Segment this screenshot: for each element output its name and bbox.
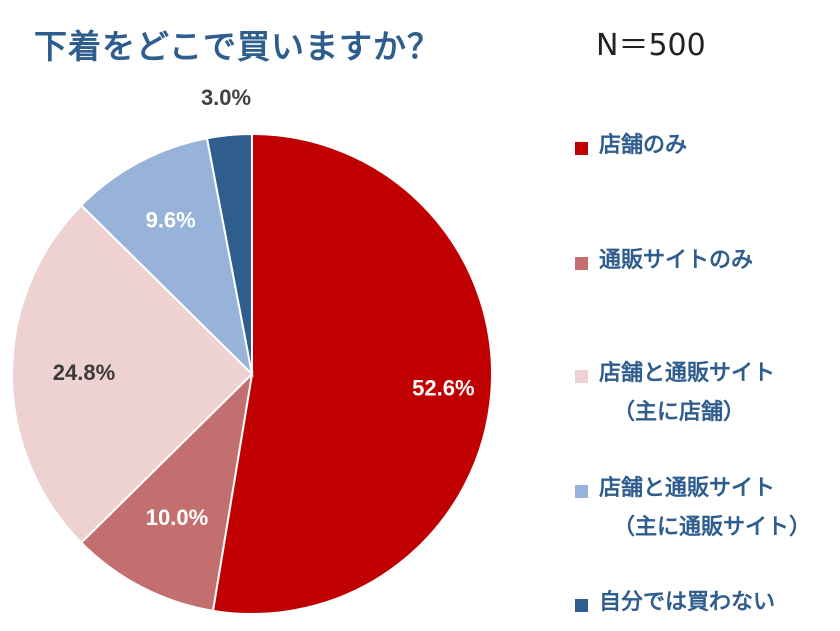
legend-swatch xyxy=(575,370,588,383)
pie-slice xyxy=(205,132,253,375)
legend-swatch xyxy=(575,485,588,498)
pie-slice xyxy=(79,371,254,612)
slice-data-label: 52.6% xyxy=(412,375,474,400)
legend-swatch xyxy=(575,142,588,155)
slice-data-label: 24.8% xyxy=(53,360,115,385)
legend-swatch xyxy=(575,599,588,612)
pie-slice xyxy=(11,203,254,545)
chart-title: 下着をどこで買いますか？ xyxy=(34,27,442,66)
slice-data-label: 10.0% xyxy=(146,505,208,530)
legend-label: 店舗と通販サイト xyxy=(599,361,776,386)
legend-swatch xyxy=(575,257,588,270)
legend-label: 店舗と通販サイト xyxy=(599,476,776,501)
legend-label-sub: （主に店舗） xyxy=(613,400,746,425)
slice-data-label: 9.6% xyxy=(146,207,196,232)
slice-data-label: 3.0% xyxy=(201,85,251,110)
sample-size: N＝500 xyxy=(596,28,706,63)
legend-label-sub: （主に通販サイト） xyxy=(613,515,812,540)
pie-slice xyxy=(211,132,493,615)
legend-label: 店舗のみ xyxy=(599,133,688,158)
legend-label: 自分では買わない xyxy=(599,590,776,615)
legend-label: 通販サイトのみ xyxy=(599,248,754,273)
pie-slice xyxy=(79,137,254,377)
